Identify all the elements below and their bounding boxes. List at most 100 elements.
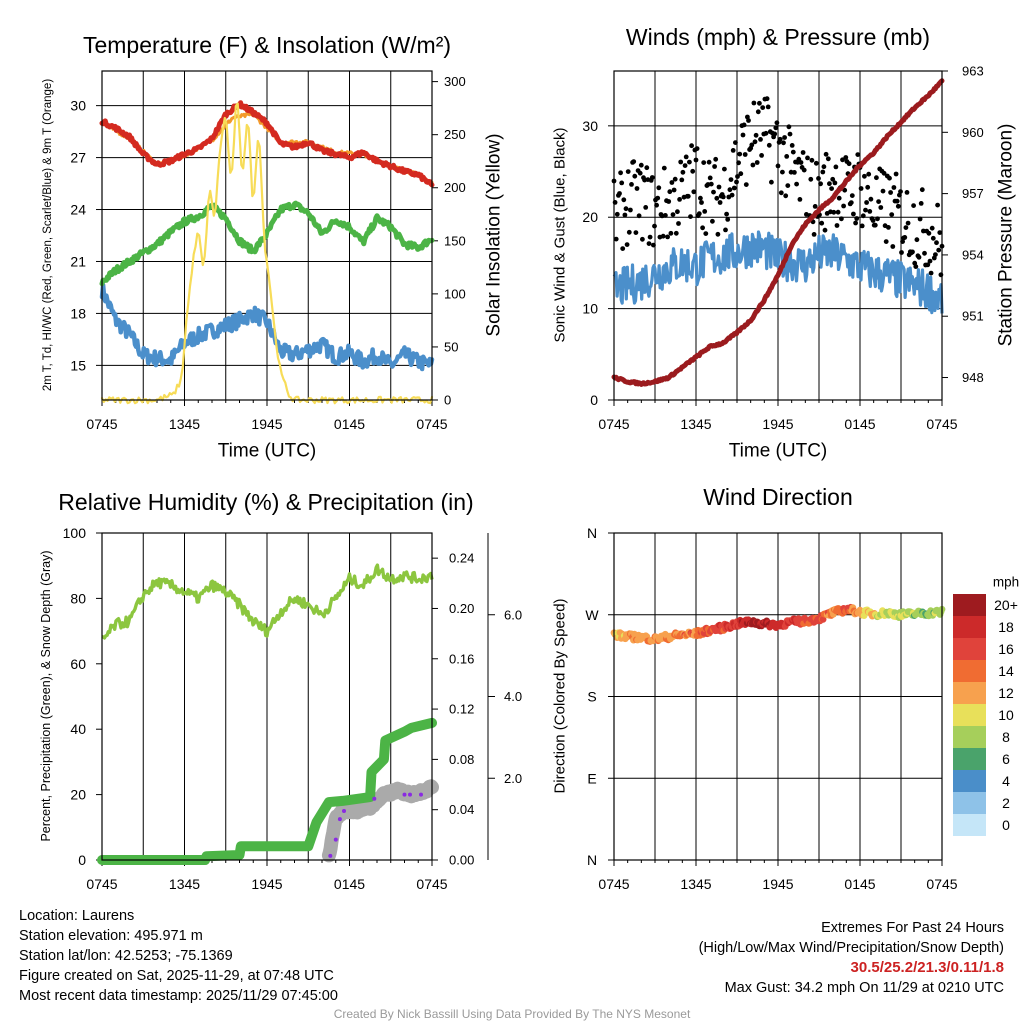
snow-raw-point	[372, 796, 377, 801]
x-tick-label: 0745	[416, 876, 447, 892]
gust-point	[680, 169, 686, 175]
latlon-text: Station lat/lon: 42.5253; -75.1369	[19, 948, 233, 964]
gust-point	[870, 218, 876, 223]
gust-point	[809, 157, 815, 163]
gust-point	[638, 162, 644, 168]
gust-point	[876, 199, 881, 205]
gust-point	[752, 139, 758, 145]
x-tick-label: 1345	[680, 416, 711, 432]
gust-point	[751, 100, 757, 106]
gust-point	[621, 197, 627, 203]
gust-point	[820, 169, 826, 175]
gust-point	[888, 190, 893, 195]
gust-point	[833, 164, 839, 170]
gust-point	[728, 177, 734, 183]
series-2m-dew-point	[99, 200, 435, 287]
gust-point	[936, 247, 942, 253]
colorbar-label: 8	[1002, 729, 1010, 745]
y-tick-label: 18	[70, 305, 86, 321]
x-axis-label: Time (UTC)	[218, 441, 317, 462]
gust-point	[671, 187, 677, 193]
y-right-tick-label: 951	[962, 309, 984, 324]
gust-point	[763, 130, 769, 136]
colorbar-swatch	[953, 704, 986, 726]
x-tick-label: 0145	[334, 416, 365, 432]
gust-point	[690, 168, 696, 174]
extremes-subtitle: (High/Low/Max Wind/Precipitation/Snow De…	[698, 940, 1004, 956]
gust-point	[887, 175, 892, 181]
colorbar-label: 6	[1002, 751, 1010, 767]
gust-point	[925, 262, 931, 268]
gust-point	[774, 120, 780, 126]
gust-point	[688, 214, 693, 220]
gust-point	[785, 183, 791, 189]
gust-point	[713, 156, 719, 162]
gust-point	[703, 231, 709, 237]
gust-point	[707, 175, 713, 181]
y-tick-label: N	[587, 525, 597, 541]
gust-point	[696, 211, 702, 217]
colorbar-swatch	[953, 616, 986, 638]
snow-raw-point	[419, 792, 423, 797]
gust-point	[708, 181, 714, 187]
chart-title: Winds (mph) & Pressure (mb)	[626, 24, 930, 50]
gust-point	[818, 181, 823, 187]
gust-point	[742, 152, 748, 157]
gust-point	[677, 197, 682, 202]
x-tick-label: 0745	[926, 876, 957, 892]
gust-point	[720, 194, 726, 200]
gust-point	[872, 222, 878, 228]
gust-point	[841, 203, 846, 209]
gust-point	[816, 176, 821, 181]
gust-point	[666, 199, 672, 204]
gust-point	[823, 151, 829, 157]
gust-point	[679, 177, 685, 183]
colorbar-label: 16	[998, 641, 1014, 657]
y-axis-label: Direction (Colored By Speed)	[552, 598, 569, 793]
colorbar-label: 12	[998, 685, 1014, 701]
y-right-tick-label: 100	[444, 286, 466, 301]
gust-point	[902, 235, 908, 240]
panel-4	[613, 533, 943, 866]
y-tick-label: 0	[78, 852, 86, 868]
gust-point	[787, 131, 793, 137]
gust-point	[667, 189, 673, 195]
gust-point	[619, 180, 625, 186]
gust-point	[913, 264, 919, 269]
gust-point	[759, 153, 764, 158]
gust-point	[764, 96, 770, 102]
gust-point	[860, 213, 866, 219]
gust-point	[812, 204, 818, 209]
gust-point	[880, 188, 886, 194]
gust-point	[898, 189, 903, 195]
gust-point	[694, 146, 700, 152]
x-tick-label: 0745	[86, 876, 117, 892]
credit-line: Created By Nick Bassill Using Data Provi…	[333, 1007, 691, 1021]
gust-point	[863, 207, 868, 213]
gust-point	[819, 220, 825, 226]
gust-point	[769, 179, 774, 185]
gust-point	[676, 221, 681, 226]
gust-point	[889, 212, 895, 218]
gust-point	[682, 163, 688, 169]
gust-point	[865, 184, 871, 190]
y-tick-label: 60	[70, 656, 86, 672]
gust-point	[775, 163, 781, 169]
gust-point	[864, 200, 869, 205]
gust-point	[893, 171, 899, 177]
gust-point	[633, 230, 639, 236]
gust-point	[933, 252, 938, 257]
x-tick-label: 0745	[926, 416, 957, 432]
gust-point	[631, 159, 637, 165]
gust-point	[700, 225, 705, 231]
y-right-tick-label: 50	[444, 339, 458, 354]
gust-point	[900, 239, 905, 245]
gust-point	[665, 234, 670, 240]
gust-point	[790, 149, 796, 155]
gust-point	[934, 240, 939, 246]
colorbar-label: 4	[1002, 773, 1010, 789]
snow-raw-point	[337, 817, 342, 822]
gust-point	[736, 160, 741, 166]
colorbar-swatch	[953, 660, 986, 682]
gust-point	[825, 156, 831, 162]
